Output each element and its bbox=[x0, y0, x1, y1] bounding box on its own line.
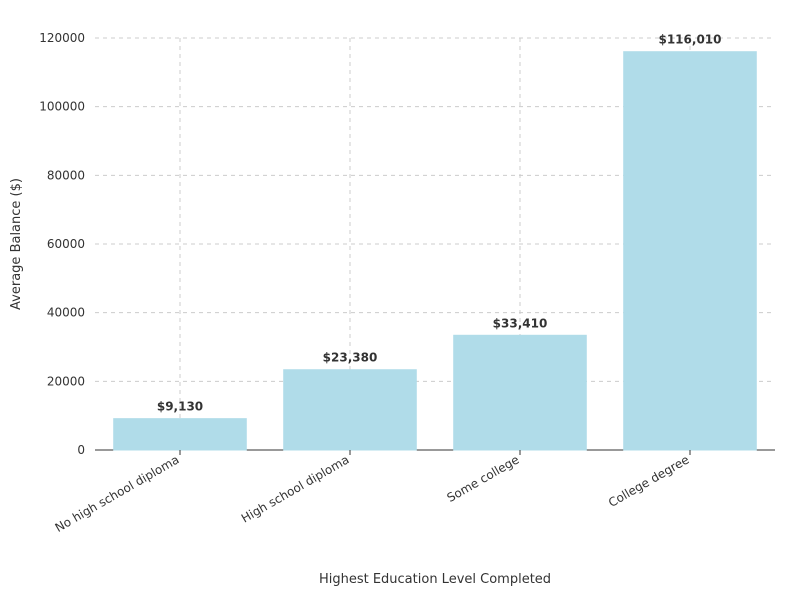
bar-value-label: $116,010 bbox=[658, 33, 721, 47]
ytick-label: 60000 bbox=[47, 237, 85, 251]
bar bbox=[454, 335, 587, 450]
ytick-label: 0 bbox=[77, 443, 85, 457]
bar-value-label: $33,410 bbox=[493, 316, 548, 330]
ytick-label: 20000 bbox=[47, 374, 85, 388]
chart-svg: 020000400006000080000100000120000$9,130N… bbox=[0, 0, 800, 597]
y-axis-label: Average Balance ($) bbox=[9, 178, 24, 310]
bar bbox=[624, 52, 757, 450]
ytick-label: 80000 bbox=[47, 168, 85, 182]
bar-value-label: $23,380 bbox=[323, 351, 378, 365]
ytick-label: 100000 bbox=[39, 100, 85, 114]
bar-value-label: $9,130 bbox=[157, 400, 203, 414]
bar bbox=[114, 419, 247, 450]
ytick-label: 120000 bbox=[39, 31, 85, 45]
ytick-label: 40000 bbox=[47, 306, 85, 320]
x-axis-label: Highest Education Level Completed bbox=[319, 572, 551, 587]
bar bbox=[284, 370, 417, 450]
chart-container: Account Balance by Education Level in th… bbox=[0, 0, 800, 597]
